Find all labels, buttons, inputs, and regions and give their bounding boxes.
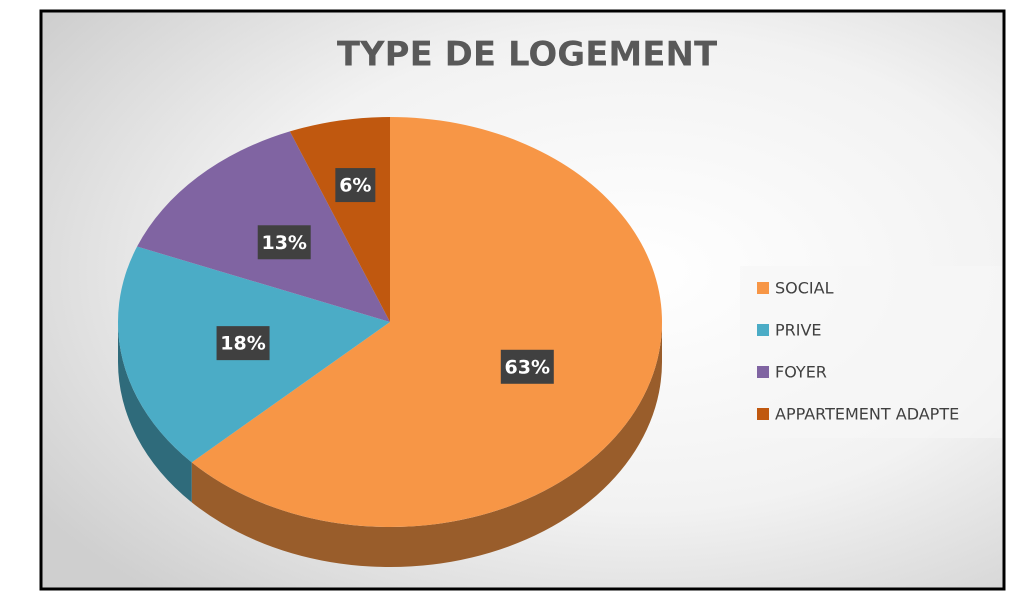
data-label-box [500, 349, 554, 384]
data-label: 63% [505, 356, 550, 378]
legend-swatch [757, 366, 769, 378]
legend-label: FOYER [775, 363, 827, 382]
legend: SOCIAL PRIVE FOYER APPARTEMENT ADAPTE [740, 266, 1002, 438]
data-label: 13% [261, 232, 306, 254]
data-labels: 63% 18% 13% 6% [216, 168, 554, 384]
legend-swatch [757, 324, 769, 336]
pie-side [118, 322, 192, 503]
pie-tops [117, 117, 663, 527]
legend-label: SOCIAL [775, 279, 834, 298]
legend-label: APPARTEMENT ADAPTE [775, 405, 959, 424]
pie-side [191, 322, 663, 567]
data-label-box [335, 168, 376, 203]
legend-box [740, 266, 1002, 438]
chart-title: TYPE DE LOGEMENT [337, 35, 718, 75]
data-label: 6% [339, 175, 371, 197]
data-label: 18% [220, 333, 265, 355]
data-label-box [216, 326, 270, 361]
legend-label: PRIVE [775, 321, 822, 340]
pie-sides [118, 322, 663, 567]
data-label-box [257, 225, 311, 260]
legend-swatch [757, 282, 769, 294]
legend-swatch [757, 408, 769, 420]
pie-slice [191, 117, 663, 527]
